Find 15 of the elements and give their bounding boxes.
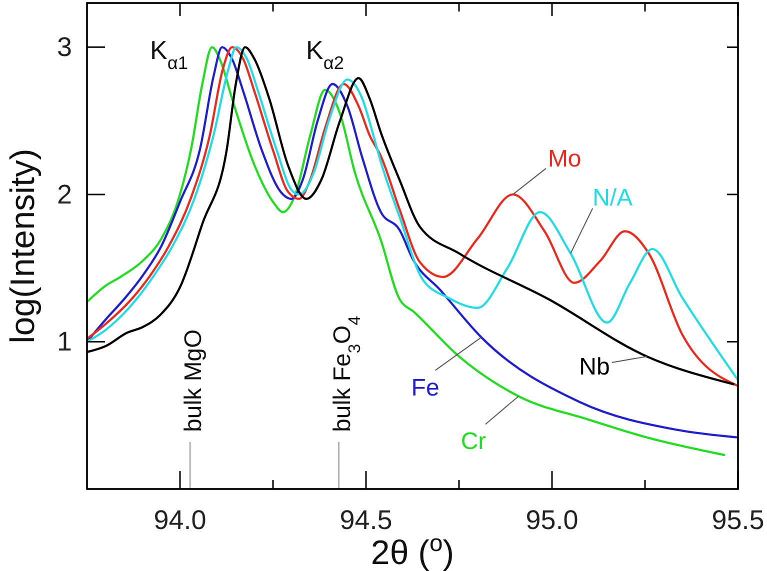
series-label: N/A	[592, 184, 633, 212]
y-tick-label: 2	[56, 179, 72, 210]
ref-line-label: bulk MgO	[180, 329, 208, 432]
x-tick-label: 94.0	[154, 505, 206, 535]
text: Fe	[411, 374, 440, 402]
series-label: Mo	[548, 145, 582, 172]
y-tick-label: 1	[56, 326, 72, 357]
annotation: K$_{α2}$	[306, 35, 344, 73]
series-label: Cr	[460, 428, 486, 456]
y-tick-label: 3	[56, 32, 72, 62]
annotation: K$_{α1}$	[150, 35, 188, 73]
y-axis-title: log(Intensity)	[4, 148, 42, 344]
x-tick-label: 95.5	[712, 505, 764, 535]
x-tick-label: 95.0	[526, 505, 578, 535]
series-label: Nb	[579, 353, 610, 380]
